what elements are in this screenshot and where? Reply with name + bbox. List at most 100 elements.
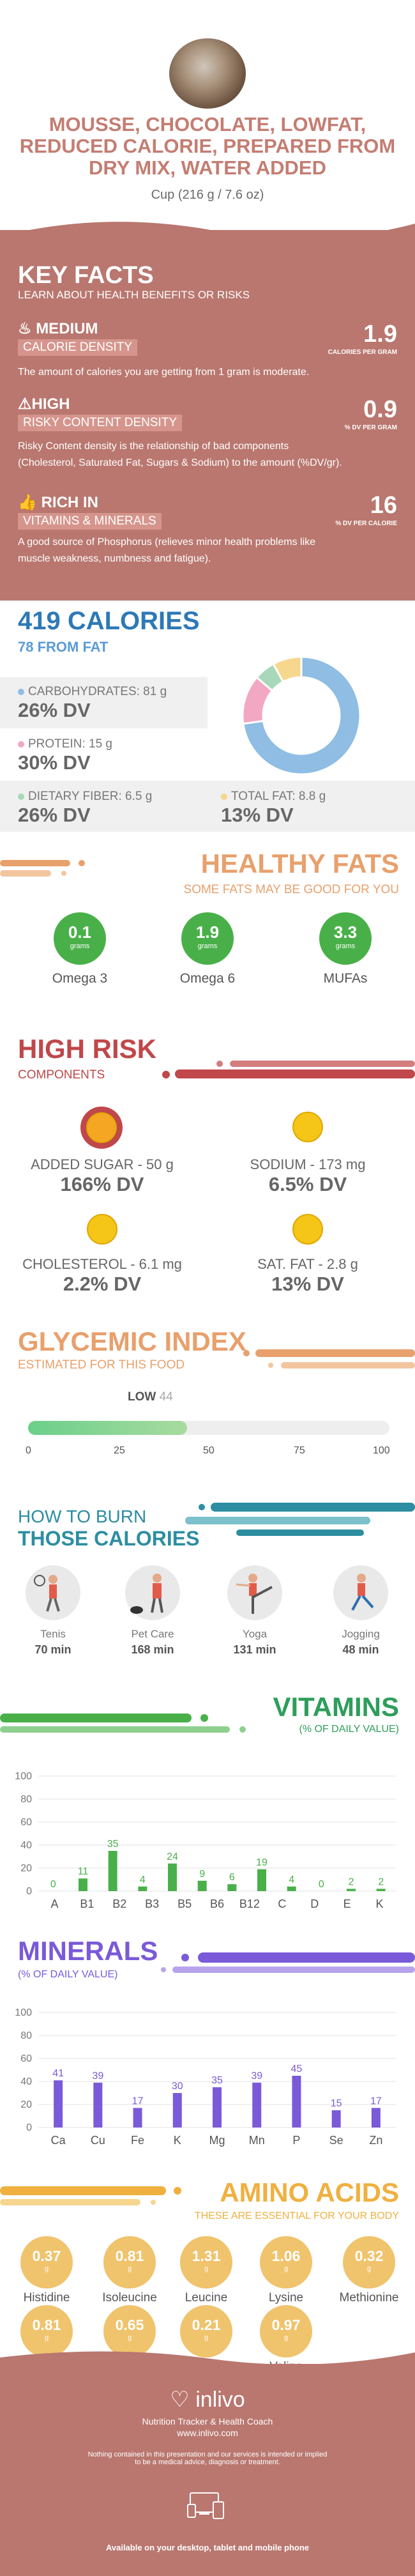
risk-decor-stripes <box>162 1061 415 1078</box>
bar <box>168 1863 177 1891</box>
fact-level: RICH IN <box>41 494 98 511</box>
fat-label: MUFAs <box>323 971 368 986</box>
amino-label: Leucine <box>185 2291 228 2304</box>
bar-value-label: 24 <box>167 1851 178 1862</box>
fact-risky-density: ⚠HIGH RISKY CONTENT DENSITY <box>18 395 183 431</box>
fat-label: Omega 3 <box>52 971 108 986</box>
risk-dv: 166% DV <box>60 1173 144 1195</box>
x-tick-label: A <box>50 1897 58 1910</box>
dog-walker-figure <box>130 1574 163 1614</box>
bar-value-label: 2 <box>349 1876 354 1887</box>
fact-description-line: A good source of Phosphorus (relieves mi… <box>18 537 316 548</box>
amino-unit: g <box>204 2334 209 2342</box>
bar-value-label: 39 <box>251 2071 262 2082</box>
x-tick-label: Se <box>329 2134 343 2147</box>
footer-brand[interactable]: ♡ inlivo <box>0 2387 415 2412</box>
amino-unit: g <box>366 2265 372 2273</box>
minerals-subtitle: (% OF DAILY VALUE) <box>18 1969 118 1980</box>
runner-figure <box>351 1574 374 1611</box>
bar <box>371 2108 381 2128</box>
happy-face-icon <box>292 1214 323 1245</box>
amino-value: 0.81 <box>32 2317 61 2333</box>
x-tick-label: Zn <box>369 2134 382 2147</box>
burn-decor-stripes <box>185 1503 415 1536</box>
macro-dv: 26% DV <box>18 804 91 826</box>
risk-label: SODIUM - 173 mg <box>250 1156 366 1172</box>
macro-label: TOTAL FAT: 8.8 g <box>231 790 326 803</box>
x-tick-label: Mg <box>209 2134 225 2147</box>
flame-icon: ♨ <box>18 320 32 337</box>
amino-unit: g <box>283 2334 289 2342</box>
amino-unit: g <box>44 2265 49 2273</box>
macro-label: PROTEIN: 15 g <box>28 737 112 751</box>
fat-unit: grams <box>197 942 218 950</box>
x-tick-label: Mn <box>249 2134 265 2147</box>
y-tick-label: 20 <box>20 2099 32 2110</box>
x-tick-label: K <box>174 2134 181 2147</box>
bar <box>331 2110 341 2128</box>
burn-minutes: 48 min <box>342 1643 379 1656</box>
y-tick-label: 100 <box>15 2007 32 2018</box>
gi-tick: 100 <box>373 1445 390 1456</box>
amino-label: Methionine <box>339 2291 399 2304</box>
gi-tick: 0 <box>26 1445 31 1456</box>
food-title-line: MOUSSE, CHOCOLATE, LOWFAT, <box>49 113 366 135</box>
amino-unit: g <box>283 2265 289 2273</box>
x-tick-label: B2 <box>112 1897 126 1910</box>
amino-value: 0.21 <box>192 2317 221 2333</box>
burn-title-line2: THOSE CALORIES <box>18 1527 200 1550</box>
glycemic-decor-stripes <box>243 1349 415 1368</box>
tennis-player-figure <box>34 1575 60 1612</box>
bar <box>197 1880 207 1891</box>
macro-dv: 30% DV <box>18 751 91 774</box>
food-title-line: REDUCED CALORIE, PREPARED FROM <box>19 135 396 157</box>
amino-title: AMINO ACIDS <box>220 2177 399 2207</box>
macro-dv: 26% DV <box>18 699 91 721</box>
y-tick-label: 40 <box>20 1840 32 1851</box>
bar-value-label: 17 <box>370 2096 382 2106</box>
gi-tick: 75 <box>294 1445 305 1456</box>
protein-dot <box>18 740 24 747</box>
footer-disclaimer: Nothing contained in this presentation a… <box>0 2451 415 2466</box>
macro-fat: TOTAL FAT: 8.8 g 13% DV <box>221 790 326 827</box>
yoga-pose-icon <box>227 1565 282 1620</box>
serving-size: Cup (216 g / 7.6 oz) <box>151 188 264 202</box>
amino-label: Lysine <box>268 2291 304 2304</box>
burn-activity: Tenis <box>40 1628 66 1640</box>
fact-description: Risky Content density is the relationshi… <box>18 438 395 471</box>
footer-tagline: Nutrition Tracker & Health Coach <box>142 2416 273 2426</box>
gi-tick: 25 <box>114 1445 125 1456</box>
bar <box>252 2082 262 2128</box>
amino-value: 0.81 <box>115 2248 144 2264</box>
fact-unit: % DV PER GRAM <box>344 424 397 431</box>
bar <box>257 1869 266 1891</box>
macro-band <box>0 728 207 779</box>
bar <box>287 1886 296 1891</box>
x-tick-label: C <box>278 1897 286 1910</box>
thumbs-up-icon: 👍 <box>18 494 37 511</box>
fact-value: 1.9 <box>363 321 397 348</box>
amino-circle: 0.81 g <box>20 2305 73 2358</box>
fact-level: HIGH <box>31 395 70 413</box>
calories-from-fat: 78 FROM FAT <box>18 639 109 655</box>
glycemic-title: GLYCEMIC INDEX <box>18 1326 246 1356</box>
bar-value-label: 35 <box>211 2075 223 2086</box>
high-risk-title: HIGH RISK <box>18 1034 157 1064</box>
risk-label: SAT. FAT - 2.8 g <box>257 1256 358 1272</box>
amino-label: Isoleucine <box>102 2291 157 2304</box>
footer-url[interactable]: www.inlivo.com <box>177 2428 238 2438</box>
fats-decor-stripes <box>0 860 85 877</box>
x-tick-label: Cu <box>91 2134 105 2147</box>
amino-value: 1.31 <box>192 2248 221 2264</box>
bar-value-label: 30 <box>172 2081 183 2092</box>
macro-carbs: CARBOHYDRATES: 81 g 26% DV <box>18 685 167 722</box>
amino-unit: g <box>44 2334 49 2342</box>
amino-circle: 0.32 g <box>343 2236 395 2288</box>
bar-value-label: 4 <box>289 1874 294 1885</box>
bar <box>133 2108 142 2128</box>
bar-value-label: 41 <box>52 2068 64 2079</box>
x-tick-label: B12 <box>239 1897 260 1910</box>
bar-value-label: 15 <box>331 2098 342 2109</box>
x-tick-label: B5 <box>177 1897 192 1910</box>
sad-face-icon <box>80 1107 123 1149</box>
